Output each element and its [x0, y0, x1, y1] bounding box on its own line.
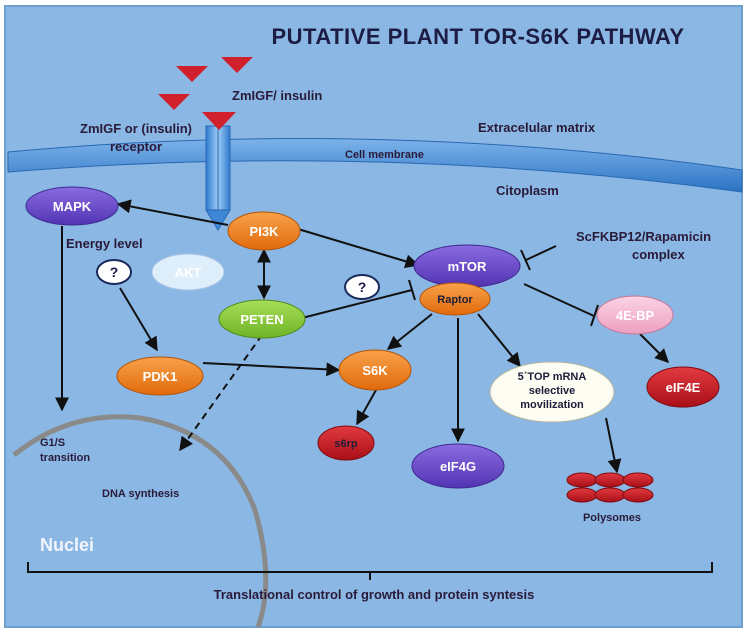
arrow-4ebp-eif4e: [639, 333, 669, 363]
node-akt-label: AKT: [175, 265, 202, 280]
arrow-raptor-top: [477, 313, 521, 368]
unknown-marker-right-text: ?: [358, 279, 367, 295]
polysomes-label: Polysomes: [583, 512, 641, 524]
arrow-question-pdk1: [119, 287, 158, 352]
complex-label-line2: complex: [632, 247, 686, 262]
node-mapk: [25, 186, 119, 226]
node-eif4e-label: eIF4E: [666, 380, 701, 395]
node-raptor: [419, 282, 491, 316]
inhibit-peten-mtor: [301, 279, 416, 319]
node-top-mrna-line1: 5´TOP mRNA: [518, 371, 587, 383]
arrow-s6k-s6rp: [356, 389, 377, 426]
node-top-mrna-line3: movilization: [520, 399, 584, 411]
arrow-pi3k-mtor: [297, 228, 420, 269]
complex-label-line1: ScFKBP12/Rapamicin: [576, 229, 711, 244]
node-peten: [218, 299, 306, 339]
node-s6k: [338, 349, 412, 391]
node-top-mrna: [489, 361, 615, 423]
receptor-label-line2: receptor: [110, 139, 162, 154]
membrane-label: Cell membrane: [345, 149, 424, 161]
node-raptor-label: Raptor: [437, 294, 473, 306]
arrow-raptor-s6k: [386, 313, 433, 350]
node-top-mrna-line2: selective: [529, 385, 575, 397]
polysomes-icon: [566, 472, 654, 503]
ligand-triangle-2: [221, 57, 253, 73]
ligand-triangle-1: [176, 66, 208, 82]
dna-label: DNA synthesis: [102, 488, 179, 500]
g1s-label-line1: G1/S: [40, 437, 65, 449]
inhibit-complex-mtor: [520, 245, 557, 271]
g1s-label-line2: transition: [40, 452, 90, 464]
node-mtor-label: mTOR: [448, 259, 487, 274]
node-peten-label: PETEN: [240, 312, 283, 327]
node-pdk1-label: PDK1: [143, 369, 178, 384]
nuclei-label: Nuclei: [40, 535, 94, 555]
cytoplasm-label: Citoplasm: [496, 183, 559, 198]
bottom-caption: Translational control of growth and prot…: [214, 587, 535, 602]
nucleus-boundary: [12, 414, 269, 628]
node-s6k-label: S6K: [362, 363, 388, 378]
node-4ebp-label: 4E-BP: [616, 308, 655, 323]
node-4ebp: [596, 295, 674, 335]
inhibit-mtor-4ebp: [523, 283, 599, 327]
node-pi3k-label: PI3K: [250, 224, 280, 239]
node-s6rp: [317, 425, 375, 461]
node-mapk-label: MAPK: [53, 199, 92, 214]
ligand-triangle-bound: [202, 112, 236, 130]
node-eif4g: [411, 443, 505, 489]
diagram-title: PUTATIVE PLANT TOR-S6K PATHWAY: [271, 24, 684, 49]
energy-label: Energy level: [66, 236, 143, 251]
unknown-marker-left-text: ?: [110, 264, 119, 280]
node-pi3k: [227, 211, 301, 251]
node-eif4g-label: eIF4G: [440, 459, 476, 474]
node-eif4e: [646, 366, 720, 408]
receptor-label-line1: ZmIGF or (insulin): [80, 121, 192, 136]
arrow-top-polysomes: [605, 417, 622, 474]
node-akt: [151, 253, 225, 291]
node-pdk1: [116, 356, 204, 396]
extracellular-label: Extracelular matrix: [478, 120, 596, 135]
ligand-triangle-3: [158, 94, 190, 110]
ligand-label: ZmIGF/ insulin: [232, 88, 322, 103]
unknown-marker-right: [344, 274, 380, 300]
arrow-pdk1-s6k: [202, 362, 341, 377]
bottom-bracket: [27, 562, 713, 580]
unknown-marker-left: [96, 259, 132, 285]
arrow-pi3k-mapk: [116, 199, 229, 226]
node-s6rp-label: s6rp: [334, 438, 358, 450]
